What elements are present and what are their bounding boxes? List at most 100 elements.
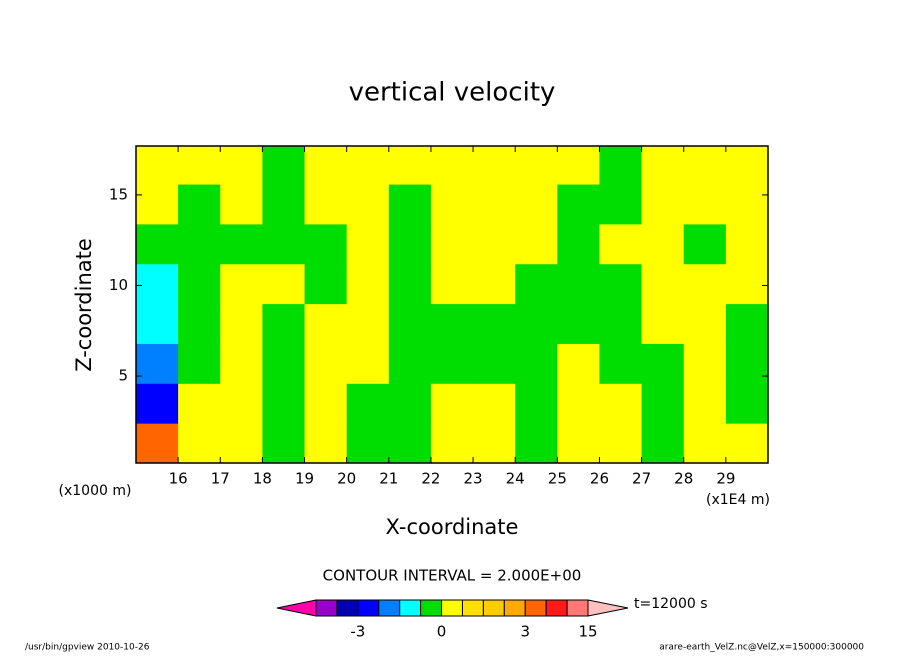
time-label: t=12000 s [634,596,708,612]
field-cell [262,146,306,185]
field-cell [599,146,643,185]
field-cell [346,343,390,384]
y-tick-label: 15 [109,185,128,203]
field-cell [557,383,600,424]
field-cell [136,383,179,424]
field-cell [641,423,685,463]
field-cell [178,423,221,463]
field-cell [515,223,558,265]
field-cell [136,303,179,344]
field-cell [725,263,768,305]
field-cell [388,383,432,424]
field-cell [725,303,768,344]
x-tick-label: 25 [548,470,567,488]
x-tick-label: 17 [211,470,230,488]
footer-right: arare-earth_VelZ.nc@VelZ,x=150000:300000 [659,643,864,653]
footer-left: /usr/bin/gpview 2010-10-26 [25,643,150,653]
field-cell [388,303,432,344]
y-tick-label: 5 [118,367,128,385]
field-cell [304,423,348,463]
field-cell [430,184,474,225]
field-cell [515,146,558,185]
field-cell [178,383,221,424]
field-cell [346,184,390,225]
field-cell [557,146,600,185]
colorbar-box [545,599,568,617]
field-cell [599,423,643,463]
field [136,146,768,463]
field-cell [262,343,306,384]
field-cell [683,343,727,384]
field-cell [683,303,727,344]
field-cell [515,263,558,305]
field-cell [599,223,643,265]
field-cell [136,423,179,463]
field-cell [641,263,685,305]
colorbar-box [336,599,359,617]
field-cell [262,263,306,305]
field-cell [557,303,600,344]
field-cell [473,184,516,225]
field-cell [346,146,390,185]
x-tick-label: 28 [674,470,693,488]
field-cell [220,184,263,225]
field-cell [683,146,727,185]
field-cell [262,303,306,344]
field-cell [178,303,221,344]
colorbar-box [378,599,401,617]
field-cell [220,223,263,265]
colorbar-max [587,599,629,617]
field-cell [725,423,768,463]
colorbar-box [441,599,463,617]
field-cell [725,343,768,384]
field-cell [136,146,179,185]
field-cell [473,263,516,305]
x-tick-label: 29 [716,470,735,488]
field-cell [178,146,221,185]
field-cell [304,184,348,225]
colorbar-tick-label: 3 [520,623,530,641]
field-cell [725,184,768,225]
field-cell [683,263,727,305]
field-cell [599,383,643,424]
field-cell [515,303,558,344]
field-cell [641,383,685,424]
field-cell [388,146,432,185]
field-cell [304,223,348,265]
field-cell [473,303,516,344]
field-cell [641,146,685,185]
chart-title: vertical velocity [349,78,556,108]
field-cell [220,303,263,344]
field-cell [346,383,390,424]
field-cell [430,343,474,384]
field-cell [430,423,474,463]
field-cell [683,184,727,225]
field-cell [599,303,643,344]
x-tick-label: 16 [169,470,188,488]
field-cell [430,383,474,424]
field-cell [641,184,685,225]
colorbar-tick-label: 15 [578,623,597,641]
field-cell [599,343,643,384]
x-tick-label: 22 [421,470,440,488]
field-cell [304,383,348,424]
field-cell [725,383,768,424]
field-cell [515,343,558,384]
x-tick-label: 24 [506,470,525,488]
colorbar-box [482,599,505,617]
x-unit: (x1E4 m) [706,492,770,508]
field-cell [388,263,432,305]
field-cell [178,223,221,265]
y-tick-label: 10 [109,276,128,294]
field-cell [304,263,348,305]
field-cell [599,184,643,225]
field-cell [262,223,306,265]
field-cell [262,423,306,463]
colorbar-box [357,599,380,617]
contour-interval: CONTOUR INTERVAL = 2.000E+00 [323,567,582,585]
colorbar-box [503,599,526,617]
x-tick-label: 20 [337,470,356,488]
field-cell [430,223,474,265]
field-cell [725,223,768,265]
